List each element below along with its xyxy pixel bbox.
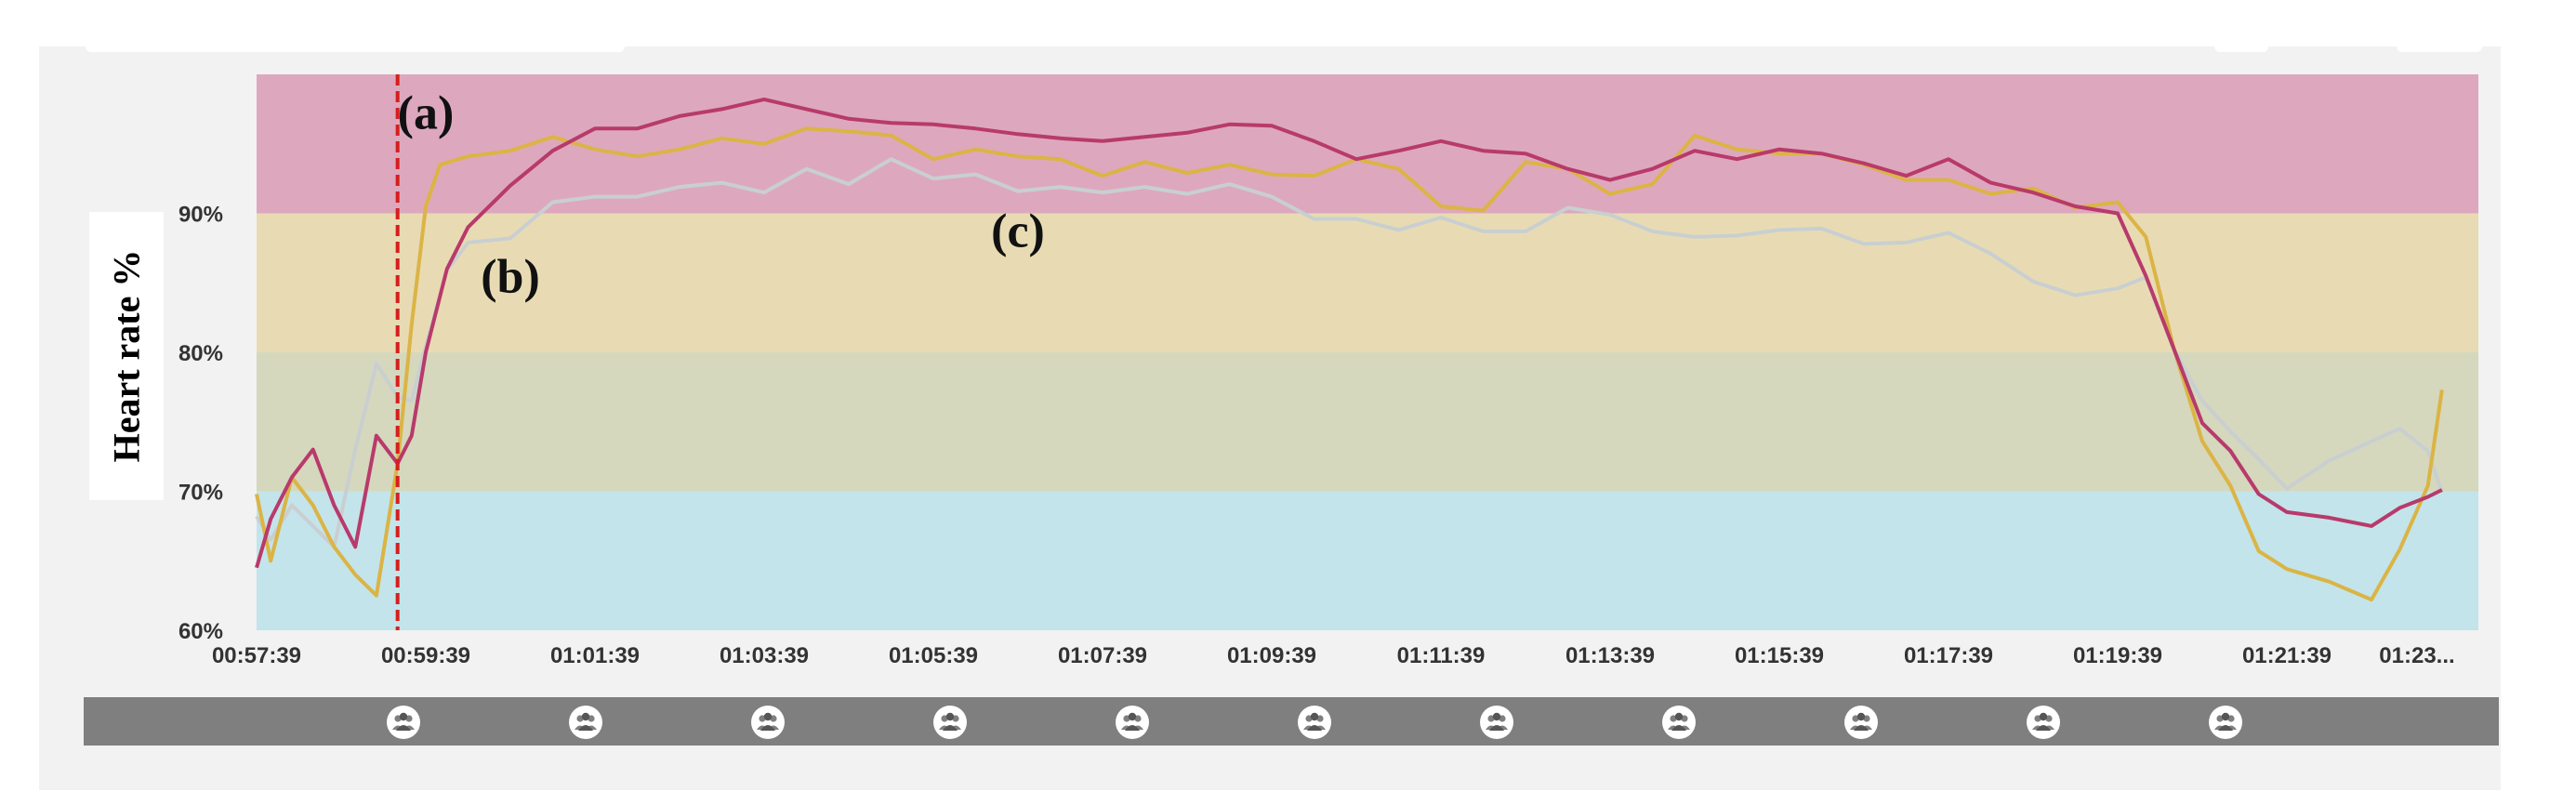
people-icon[interactable] bbox=[1479, 705, 1514, 740]
view-tab[interactable] bbox=[2397, 46, 2482, 52]
x-tick-label: 00:57:39 bbox=[212, 643, 301, 668]
zone-band-2 bbox=[257, 213, 2478, 352]
people-icon[interactable] bbox=[750, 705, 786, 740]
zone-band-0 bbox=[257, 491, 2478, 630]
annotation-label: (b) bbox=[481, 251, 540, 304]
annotation-label: (a) bbox=[398, 86, 455, 139]
y-tick-label: 60% bbox=[178, 619, 223, 644]
y-tick-label: 70% bbox=[178, 481, 223, 506]
people-icon[interactable] bbox=[568, 705, 603, 740]
y-tick-label: 80% bbox=[178, 341, 223, 366]
people-icon[interactable] bbox=[1843, 705, 1879, 740]
x-tick-label: 01:15:39 bbox=[1735, 643, 1824, 668]
toolbar-strip bbox=[86, 46, 625, 52]
x-tick-label: 01:23... bbox=[2379, 643, 2454, 668]
series-lines bbox=[255, 97, 2444, 602]
y-axis-label-background bbox=[89, 212, 164, 500]
x-tick-label: 01:05:39 bbox=[889, 643, 978, 668]
people-icon[interactable] bbox=[1297, 705, 1332, 740]
zone-band-1 bbox=[257, 352, 2478, 492]
people-icon[interactable] bbox=[1115, 705, 1150, 740]
x-tick-label: 01:03:39 bbox=[720, 643, 809, 668]
people-icon[interactable] bbox=[386, 705, 421, 740]
x-tick-label: 01:21:39 bbox=[2242, 643, 2332, 668]
people-icon[interactable] bbox=[932, 705, 968, 740]
x-tick-label: 00:59:39 bbox=[381, 643, 470, 668]
heart-rate-zones bbox=[257, 74, 2478, 630]
zone-band-3 bbox=[257, 74, 2478, 214]
x-tick-label: 01:07:39 bbox=[1058, 643, 1147, 668]
annotations: (a) (b) (c) bbox=[398, 86, 1045, 303]
people-icon[interactable] bbox=[1661, 705, 1697, 740]
series-line-1 bbox=[255, 126, 2444, 602]
x-tick-label: 01:01:39 bbox=[550, 643, 640, 668]
x-tick-label: 01:19:39 bbox=[2073, 643, 2162, 668]
x-tick-labels: 00:57:39 00:59:39 01:01:39 01:03:39 01:05:39… bbox=[212, 643, 2455, 668]
view-tab[interactable] bbox=[2214, 46, 2268, 52]
event-timeline-bar bbox=[84, 697, 2499, 746]
y-tick-labels: 60% 70% 80% 90% bbox=[178, 203, 223, 645]
x-tick-label: 01:17:39 bbox=[1904, 643, 1993, 668]
x-tick-label: 01:11:39 bbox=[1397, 643, 1486, 668]
y-tick-label: 90% bbox=[178, 203, 223, 228]
x-tick-label: 01:13:39 bbox=[1565, 643, 1655, 668]
series-line-0 bbox=[255, 97, 2443, 569]
people-icon[interactable] bbox=[2026, 705, 2061, 740]
y-axis-label: Heart rate % bbox=[105, 249, 148, 463]
x-tick-label: 01:09:39 bbox=[1227, 643, 1316, 668]
people-icon[interactable] bbox=[2208, 705, 2243, 740]
annotation-label: (c) bbox=[991, 205, 1045, 257]
